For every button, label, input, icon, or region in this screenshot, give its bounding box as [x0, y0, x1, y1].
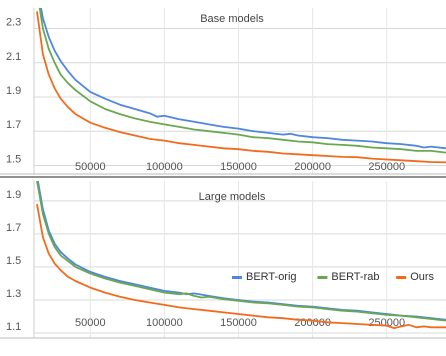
chart-panel-base: 1.5 1.7 1.9 2.1 2.3 50000 100000 150000 200000 25… [0, 8, 446, 175]
series-line-ours [36, 11, 446, 164]
x-tick-label: 200000 [294, 317, 331, 329]
series-group [36, 8, 446, 164]
legend-swatch-bert-orig [232, 276, 242, 279]
series-line-bert-rab [36, 181, 446, 322]
chart-title: Large models [199, 191, 266, 203]
legend-label-bert-rab: BERT-rab [331, 271, 379, 283]
y-tick-label: 1.3 [6, 288, 21, 300]
series-line-bert-orig [40, 8, 446, 150]
series-line-ours [36, 203, 446, 330]
x-tick-label: 150000 [220, 161, 257, 173]
y-tick-label: 1.9 [6, 189, 21, 201]
y-tick-label: 1.5 [6, 153, 21, 165]
legend-swatch-ours [396, 276, 407, 279]
series-group [36, 181, 446, 330]
x-tick-label: 50000 [75, 317, 106, 329]
legend-label-bert-orig: BERT-orig [246, 271, 297, 283]
y-tick-label: 2.1 [6, 51, 21, 63]
x-tick-label: 200000 [294, 161, 331, 173]
x-tick-label: 50000 [75, 161, 106, 173]
y-tick-label: 1.9 [6, 85, 21, 97]
x-tick-label: 100000 [146, 317, 183, 329]
y-tick-label: 2.3 [6, 17, 21, 29]
x-tick-label: 250000 [368, 161, 405, 173]
chart-title: Base models [200, 13, 264, 25]
legend: BERT-orig BERT-rab Ours [232, 271, 435, 283]
legend-swatch-bert-rab [317, 276, 328, 279]
y-tick-label: 1.1 [6, 321, 21, 333]
y-tick-label: 1.5 [6, 255, 21, 267]
series-line-bert-rab [38, 8, 446, 154]
x-tick-label: 150000 [220, 317, 257, 329]
y-tick-label: 1.7 [6, 119, 21, 131]
legend-label-ours: Ours [410, 271, 434, 283]
y-tick-label: 1.7 [6, 222, 21, 234]
x-tick-label: 100000 [146, 161, 183, 173]
